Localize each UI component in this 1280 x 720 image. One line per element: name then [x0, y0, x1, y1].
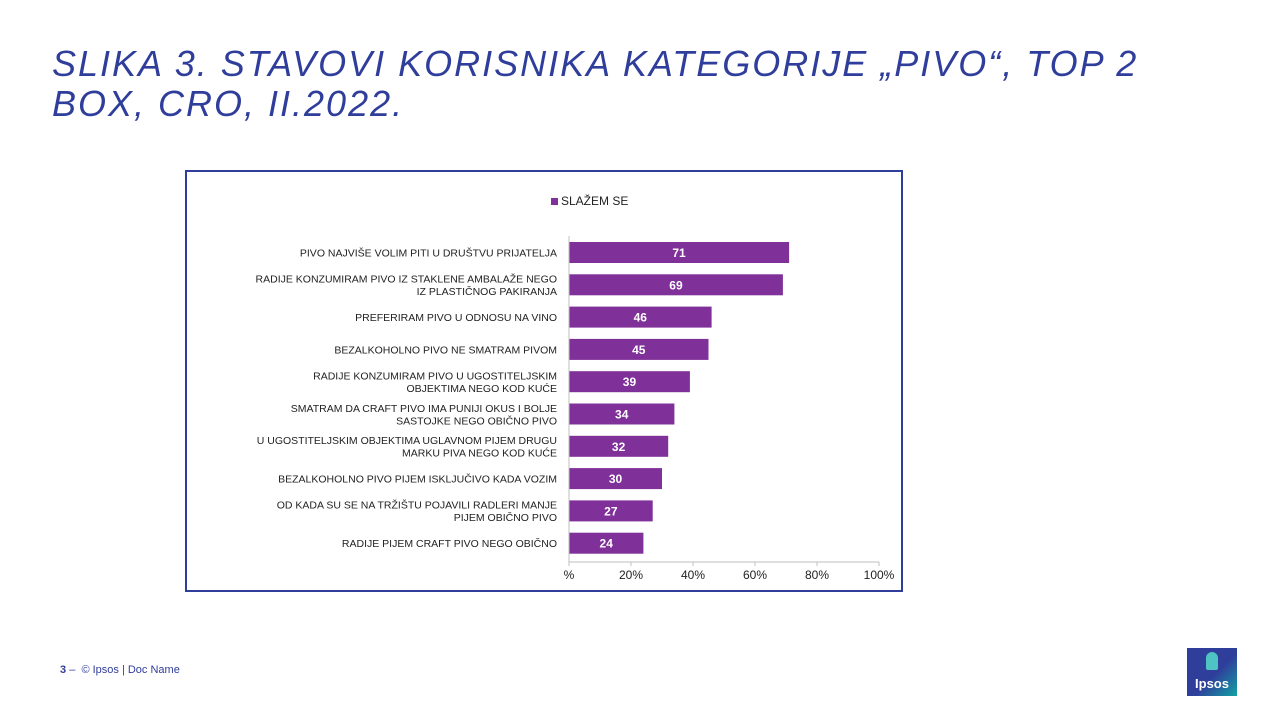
bar: [569, 435, 669, 457]
data-label: 71: [672, 246, 686, 260]
logo-text: Ipsos: [1195, 676, 1229, 691]
category-label: OD KADA SU SE NA TRŽIŠTU POJAVILI RADLER…: [277, 499, 557, 512]
chart-frame: SLAŽEM SE 71 PIVO NAJVIŠE VOLIM PITI U DRU…: [185, 170, 903, 592]
category-label: U UGOSTITELJSKIM OBJEKTIMA UGLAVNOM PIJE…: [257, 435, 557, 447]
category-label: PIJEM OBIČNO PIVO: [454, 511, 557, 524]
bar: [569, 403, 675, 425]
category-label: PREFERIRAM PIVO U ODNOSU NA VINO: [355, 312, 557, 324]
category-label: MARKU PIVA NEGO KOD KUĆE: [402, 447, 557, 460]
data-label: 30: [609, 472, 623, 486]
bar-chart: SLAŽEM SE 71 PIVO NAJVIŠE VOLIM PITI U DRU…: [256, 193, 895, 582]
bar: [569, 338, 709, 360]
data-label: 39: [623, 375, 637, 389]
x-tick-label: 80%: [805, 568, 829, 582]
data-label: 46: [634, 311, 648, 325]
data-label: 34: [615, 408, 629, 422]
category-label: BEZALKOHOLNO PIVO NE SMATRAM PIVOM: [334, 344, 557, 356]
data-label: 45: [632, 343, 646, 357]
bar: [569, 532, 644, 554]
footer-dash: –: [69, 664, 76, 676]
x-tick-label: 60%: [743, 568, 767, 582]
category-label: SMATRAM DA CRAFT PIVO IMA PUNIJI OKUS I …: [291, 403, 557, 415]
footer: 3 – © Ipsos | Doc Name: [60, 664, 180, 676]
x-tick-label: 20%: [619, 568, 643, 582]
data-label: 32: [612, 440, 626, 454]
category-label: RADIJE KONZUMIRAM PIVO IZ STAKLENE AMBAL…: [256, 273, 557, 286]
bar: [569, 468, 662, 490]
page-number: 3: [60, 664, 67, 676]
logo-mark-icon: [1206, 652, 1218, 670]
x-tick-label: %: [564, 568, 575, 582]
bar: [569, 242, 790, 263]
x-tick-label: 40%: [681, 568, 705, 582]
category-label: SASTOJKE NEGO OBIČNO PIVO: [396, 414, 557, 427]
bar: [569, 500, 653, 522]
category-label: BEZALKOHOLNO PIVO PIJEM ISKLJUČIVO KADA …: [278, 473, 557, 486]
category-label: OBJEKTIMA NEGO KOD KUĆE: [406, 382, 557, 395]
bar: [569, 371, 690, 393]
legend-swatch: [551, 198, 558, 205]
category-label: RADIJE PIJEM CRAFT PIVO NEGO OBIČNO: [342, 537, 557, 550]
category-label: PIVO NAJVIŠE VOLIM PITI U DRUŠTVU PRIJAT…: [300, 247, 557, 260]
data-label: 24: [600, 537, 614, 551]
category-label: RADIJE KONZUMIRAM PIVO U UGOSTITELJSKIM: [313, 370, 557, 382]
x-tick-label: 100%: [864, 568, 895, 582]
bar: [569, 274, 783, 296]
data-label: 69: [669, 278, 683, 292]
footer-copyright: © Ipsos | Doc Name: [81, 664, 180, 676]
data-label: 27: [604, 504, 618, 518]
bar: [569, 306, 712, 328]
ipsos-logo: Ipsos: [1187, 648, 1237, 696]
slide-title: SLIKA 3. STAVOVI KORISNIKA KATEGORIJE „P…: [52, 43, 1139, 124]
legend-label: SLAŽEM SE: [561, 193, 628, 208]
category-label: IZ PLASTIČNOG PAKIRANJA: [417, 285, 557, 298]
